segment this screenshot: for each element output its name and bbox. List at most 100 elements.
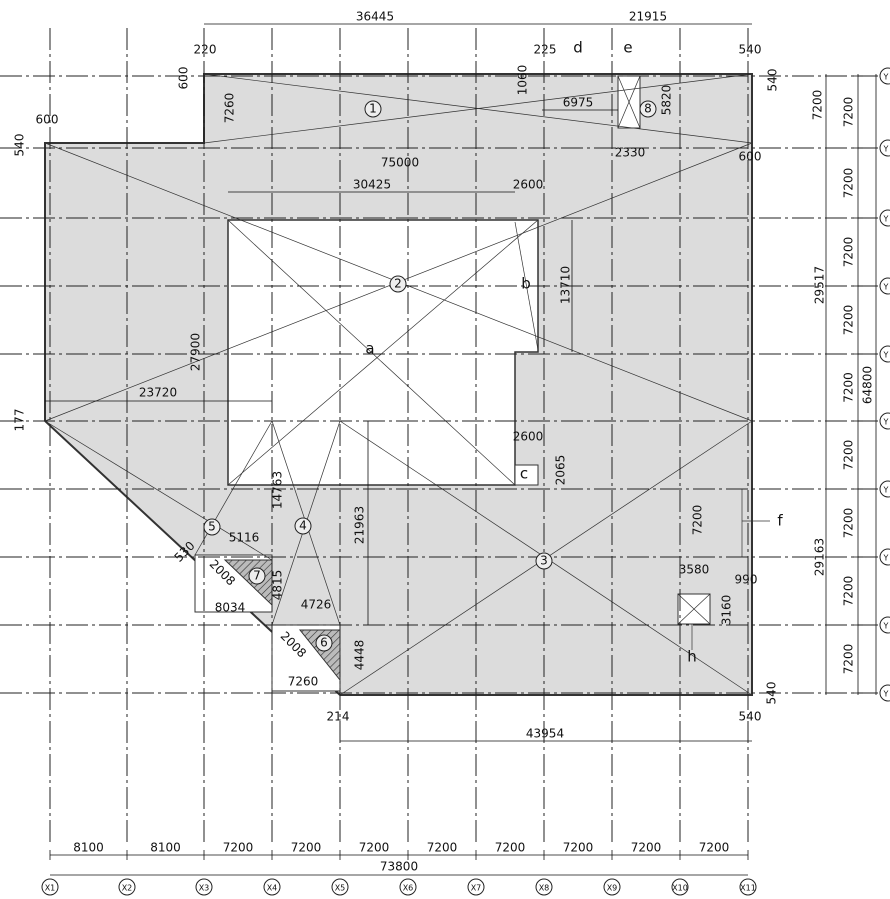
dimension: 2600 [513,178,544,192]
dimension: 14763 [271,471,285,509]
dimension: 7200 [427,841,458,855]
tag-label: d [573,39,583,57]
axis-label: X9 [607,884,618,893]
dimension: 225 [534,43,557,57]
dimension: 600 [36,113,59,127]
index-bubble [315,634,333,652]
axis-bubble [467,878,485,896]
axis-bubble [879,277,890,295]
tag-label: 3 [540,554,548,568]
dimension: 23720 [139,386,177,400]
axis-label: Y [883,73,889,82]
dimension: 2330 [615,146,646,160]
index-bubble [535,552,553,570]
tag-label: 4 [299,519,307,533]
axis-bubble [739,878,757,896]
axis-bubble [879,684,890,702]
dimension: 13710 [559,266,573,304]
axis-bubble [879,345,890,363]
dimension: 73800 [380,860,418,874]
index-bubble [294,517,312,535]
axis-bubble [603,878,621,896]
dimension: 7200 [842,576,856,607]
dimension: 27900 [189,333,203,371]
tag-label: 8 [644,102,652,116]
axis-bubble [879,209,890,227]
dimension: 7200 [811,90,825,121]
tag-label: 2 [394,277,402,291]
dimension: 4448 [353,640,367,671]
dimension: 7260 [288,675,319,689]
tag-label: f [777,512,783,530]
tag-label: 5 [208,520,216,534]
opening-c [514,464,539,486]
dimension: 75000 [381,156,419,170]
dimension: 36445 [356,10,394,24]
dimension: 29163 [813,538,827,576]
axis-bubble [879,139,890,157]
dimension: 4726 [301,598,332,612]
dimension: 8100 [150,841,181,855]
axis-label: Y [883,283,889,292]
dimension: 3160 [720,595,734,626]
dimension: 1060 [516,65,530,96]
dimension: 177 [13,409,27,432]
axis-label: X3 [199,884,210,893]
dimension: 3580 [679,563,710,577]
dimension: 21963 [353,506,367,544]
axis-bubble [195,878,213,896]
dimension: 7260 [223,93,237,124]
axis-label: Y [883,418,889,427]
dimension: 7200 [291,841,322,855]
dimension: 2600 [513,430,544,444]
axis-bubble [41,878,59,896]
dimension: 600 [177,67,191,90]
dimension: 7200 [563,841,594,855]
index-bubble [364,100,382,118]
dimension: 7200 [691,505,705,536]
axis-label: X2 [122,884,133,893]
axis-bubble [118,878,136,896]
dimension-lines [45,23,877,876]
dimension: 2065 [554,455,568,486]
dimension: 7200 [842,644,856,675]
dimension: 7200 [842,237,856,268]
axis-label: Y [883,554,889,563]
dimension: 7200 [842,305,856,336]
axis-label: X8 [539,884,550,893]
axis-label: Y [883,215,889,224]
index-bubble [639,100,657,118]
dimension: 600 [739,150,762,164]
dimension: 540 [13,134,27,157]
dimension: 43954 [526,727,564,741]
dimension: 7200 [699,841,730,855]
axis-label: X6 [403,884,414,893]
dimension: 7200 [842,440,856,471]
dimension: 64800 [861,366,875,404]
axis-label: Y [883,486,889,495]
axis-bubble [399,878,417,896]
dimension: 8034 [215,601,246,615]
dimension: 21915 [629,10,667,24]
dimension: 990 [735,573,758,587]
axis-label: Y [883,351,889,360]
axis-bubble [263,878,281,896]
axis-bubble [671,878,689,896]
tag-label: 1 [369,102,377,116]
axis-label: X5 [335,884,346,893]
axis-bubble [535,878,553,896]
dimension: 214 [327,710,350,724]
tag-label: h [687,648,697,666]
axis-bubble [879,67,890,85]
index-bubble [203,518,221,536]
tag-label: a [365,340,374,358]
tag-label: 6 [320,636,328,650]
tag-label: c [520,465,528,483]
dimension: 7200 [495,841,526,855]
dimension: 7200 [359,841,390,855]
tag-label: 7 [253,569,261,583]
axis-label: Y [883,145,889,154]
dimension: 7200 [223,841,254,855]
dimension: 540 [739,43,762,57]
